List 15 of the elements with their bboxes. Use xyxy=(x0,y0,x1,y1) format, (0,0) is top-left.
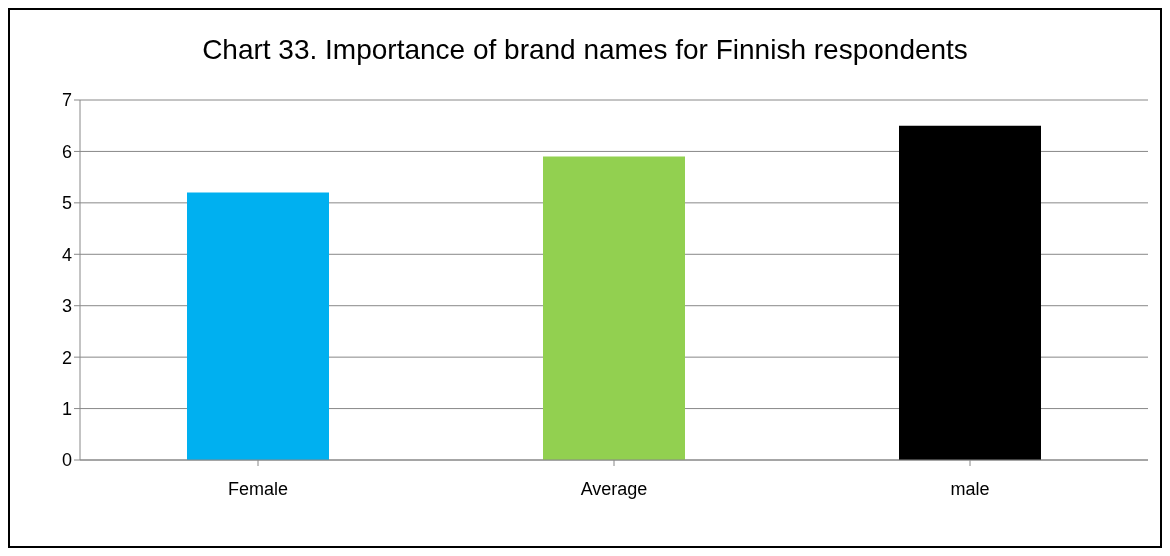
x-tick-label: Female xyxy=(227,478,289,499)
bar xyxy=(899,125,1041,460)
chart-title: Chart 33. Importance of brand names for Finnish respondents xyxy=(201,33,969,65)
y-tick-label: 0 xyxy=(61,450,72,471)
y-tick-label: 4 xyxy=(61,244,72,265)
y-tick-label: 6 xyxy=(61,141,72,162)
bar xyxy=(543,156,685,460)
x-tick-label: male xyxy=(950,478,990,499)
x-tick-label: Average xyxy=(580,478,648,499)
bar xyxy=(187,192,329,460)
y-tick-label: 7 xyxy=(61,90,72,111)
y-tick-label: 2 xyxy=(61,347,72,368)
y-tick-label: 3 xyxy=(61,296,72,317)
y-tick-label: 5 xyxy=(61,193,72,214)
y-tick-label: 1 xyxy=(61,398,72,419)
